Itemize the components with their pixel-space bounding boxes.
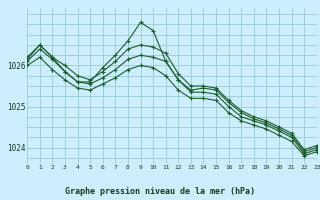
- Text: Graphe pression niveau de la mer (hPa): Graphe pression niveau de la mer (hPa): [65, 187, 255, 196]
